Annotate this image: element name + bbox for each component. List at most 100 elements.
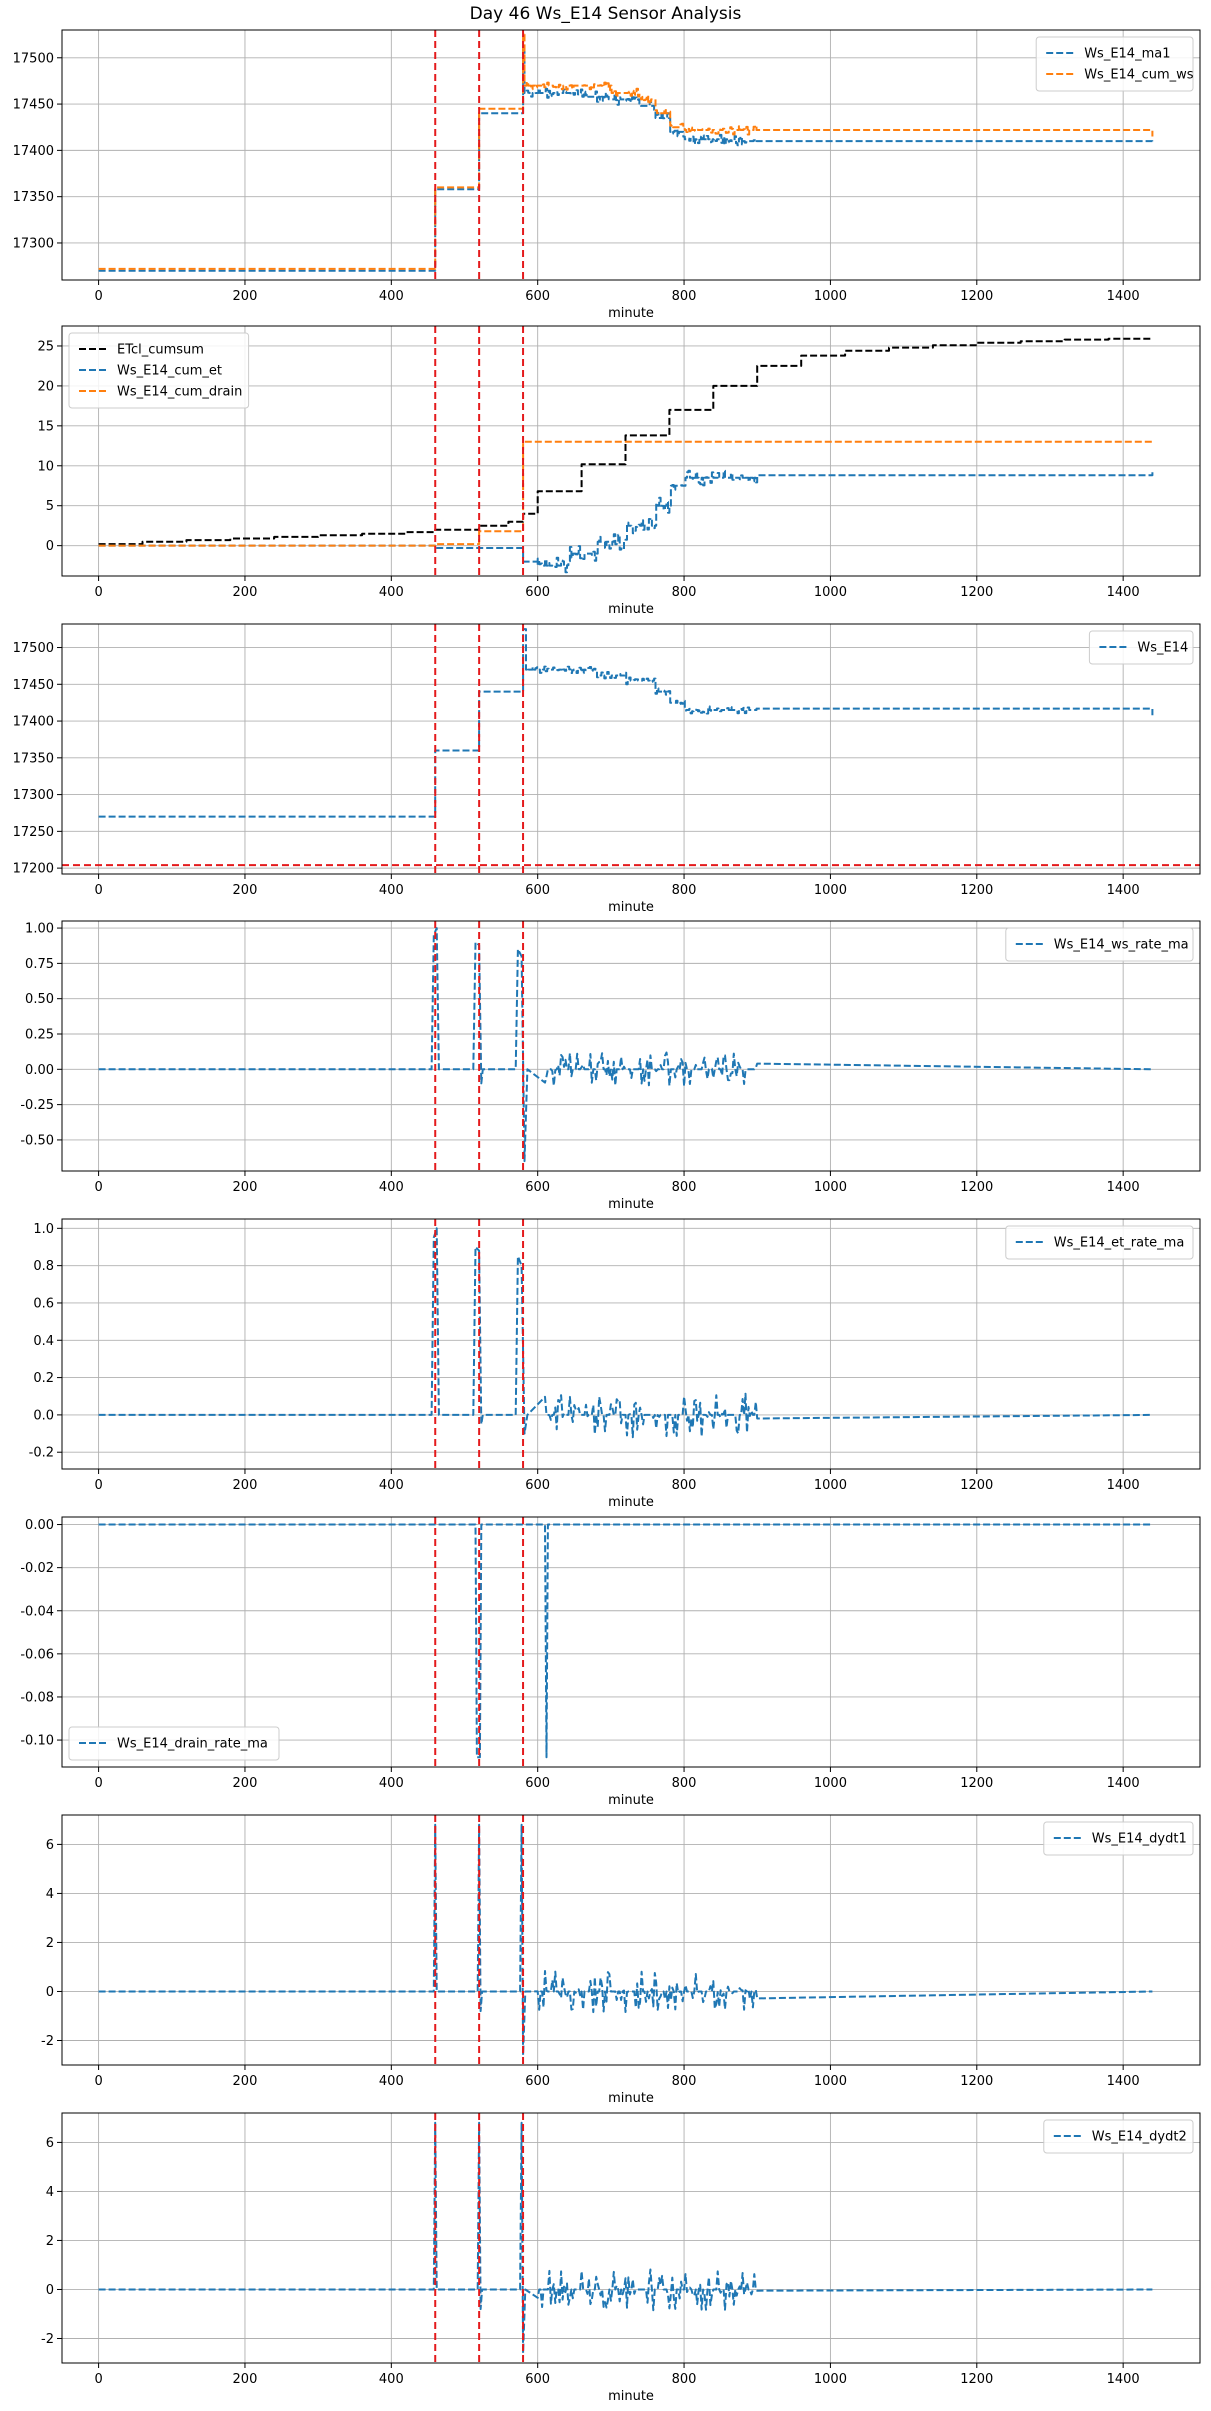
x-tick-label: 200 (233, 2074, 258, 2089)
x-tick-label: 1000 (814, 1180, 847, 1195)
y-tick-label: 5 (46, 499, 54, 514)
axes-frame (61, 325, 1201, 577)
axes-frame (61, 623, 1201, 875)
x-tick-label: 400 (379, 585, 404, 600)
subplot-2: 0 200 400 600 800 1000 1200 1400 0 5 10 15 20 25 minut… (37, 325, 1201, 617)
y-tick-label: 0.75 (25, 957, 54, 972)
x-tick-label: 1200 (960, 289, 993, 304)
y-tick-label: 17300 (13, 788, 54, 803)
subplot-7: 0 200 400 600 800 1000 1200 1400 -2 0 2 4 6 minute Ws_… (41, 1814, 1201, 2106)
x-tick-label: 800 (672, 1776, 697, 1791)
x-tick-label: 0 (94, 1776, 102, 1791)
x-tick-label: 0 (94, 2074, 102, 2089)
legend-box (1035, 36, 1194, 92)
legend-label: Ws_E14_cum_drain (117, 385, 242, 400)
subplot-1: 0 200 400 600 800 1000 1200 1400 17300 17350 17400… (13, 29, 1201, 321)
x-tick-label: 600 (525, 585, 550, 600)
axes-frame (61, 2112, 1201, 2364)
x-tick-label: 200 (233, 1180, 258, 1195)
y-tick-label: 0.8 (33, 1259, 54, 1274)
y-tick-label: 1.00 (25, 922, 54, 937)
y-tick-label: 1.0 (33, 1222, 54, 1237)
legend-label: Ws_E14_cum_ws (1084, 68, 1194, 83)
axes-frame (61, 920, 1201, 1172)
x-tick-label: 1000 (814, 289, 847, 304)
legend-box (1088, 630, 1194, 665)
x-tick-label: 800 (672, 2074, 697, 2089)
y-tick-label: -0.2 (29, 1446, 54, 1461)
legend: Ws_E14_et_rate_ma (1005, 1225, 1194, 1260)
y-tick-label: 0.4 (33, 1334, 54, 1349)
y-tick-label: 17350 (13, 751, 54, 766)
x-tick-label: 200 (233, 2372, 258, 2387)
x-tick-label: 800 (672, 1478, 697, 1493)
legend-box (1005, 1225, 1194, 1260)
subplot-6: 0 200 400 600 800 1000 1200 1400 -0.10 -0.08 -0.06… (20, 1516, 1201, 1808)
legend-box (68, 332, 250, 409)
y-tick-label: 17300 (13, 236, 54, 251)
plot-area (98, 1517, 1153, 1767)
x-tick-label: 800 (672, 585, 697, 600)
y-tick-label: 17500 (13, 641, 54, 656)
y-tick-label: 0 (46, 1985, 54, 2000)
legend-label: Ws_E14_drain_rate_ma (117, 1737, 268, 1752)
legend: Ws_E14_dydt2 (1043, 2119, 1194, 2154)
axes-frame (61, 29, 1201, 281)
legend: Ws_E14 (1088, 630, 1194, 665)
x-tick-label: 0 (94, 585, 102, 600)
series-line-Ws_E14_drain_rate_ma (98, 1523, 1153, 1759)
x-tick-label: 400 (379, 1180, 404, 1195)
x-tick-label: 1200 (960, 2372, 993, 2387)
legend: Ws_E14_ws_rate_ma (1005, 927, 1194, 962)
x-axis-label: minute (608, 900, 654, 915)
y-tick-label: -0.25 (20, 1098, 54, 1113)
x-tick-label: 800 (672, 2372, 697, 2387)
y-tick-label: -2 (41, 2034, 54, 2049)
y-tick-label: 0.2 (33, 1371, 54, 1386)
legend: ETcl_cumsum Ws_E14_cum_et Ws_E14_cum_drain (68, 332, 250, 409)
legend-box (1043, 2119, 1194, 2154)
x-tick-label: 1400 (1107, 1478, 1140, 1493)
x-tick-label: 0 (94, 883, 102, 898)
x-tick-label: 200 (233, 883, 258, 898)
x-tick-label: 1400 (1107, 1180, 1140, 1195)
plot-area (98, 326, 1154, 576)
plot-area (98, 30, 1154, 280)
legend-label: Ws_E14_ma1 (1084, 47, 1170, 62)
x-tick-label: 1200 (960, 883, 993, 898)
x-tick-label: 600 (525, 1180, 550, 1195)
x-tick-label: 200 (233, 1478, 258, 1493)
y-tick-label: 0.50 (25, 992, 54, 1007)
y-tick-label: -0.08 (20, 1690, 54, 1705)
x-axis-label: minute (608, 306, 654, 321)
y-tick-label: 25 (37, 339, 54, 354)
y-tick-label: 6 (46, 2136, 54, 2151)
subplot-8: 0 200 400 600 800 1000 1200 1400 -2 0 2 4 6 minute Ws_… (41, 2112, 1201, 2404)
x-tick-label: 0 (94, 1180, 102, 1195)
subplot-5: 0 200 400 600 800 1000 1200 1400 -0.2 0.0 0.2 0.4 0.… (29, 1218, 1201, 1510)
x-tick-label: 600 (525, 1478, 550, 1493)
series-line-Ws_E14_dydt2 (98, 2121, 1153, 2355)
x-tick-label: 400 (379, 883, 404, 898)
y-tick-label: 0.25 (25, 1027, 54, 1042)
figure-title: Day 46 Ws_E14 Sensor Analysis (469, 4, 742, 24)
legend-label: Ws_E14 (1137, 641, 1188, 656)
y-tick-label: -0.50 (20, 1133, 54, 1148)
x-tick-label: 1400 (1107, 289, 1140, 304)
x-tick-label: 600 (525, 1776, 550, 1791)
x-tick-label: 800 (672, 289, 697, 304)
y-tick-label: 17200 (13, 862, 54, 877)
y-tick-label: -0.06 (20, 1647, 54, 1662)
x-tick-label: 400 (379, 1478, 404, 1493)
x-tick-label: 200 (233, 585, 258, 600)
x-tick-label: 1000 (814, 883, 847, 898)
plot-area (98, 2113, 1153, 2363)
legend: Ws_E14_dydt1 (1043, 1821, 1194, 1856)
plot-area (98, 1219, 1153, 1469)
x-tick-label: 1200 (960, 2074, 993, 2089)
x-tick-label: 1400 (1107, 2074, 1140, 2089)
x-tick-label: 0 (94, 2372, 102, 2387)
series-line-Ws_E14_ma1 (98, 45, 1154, 272)
series-line-Ws_E14_cum_et (98, 469, 1154, 574)
plot-area (98, 921, 1153, 1171)
